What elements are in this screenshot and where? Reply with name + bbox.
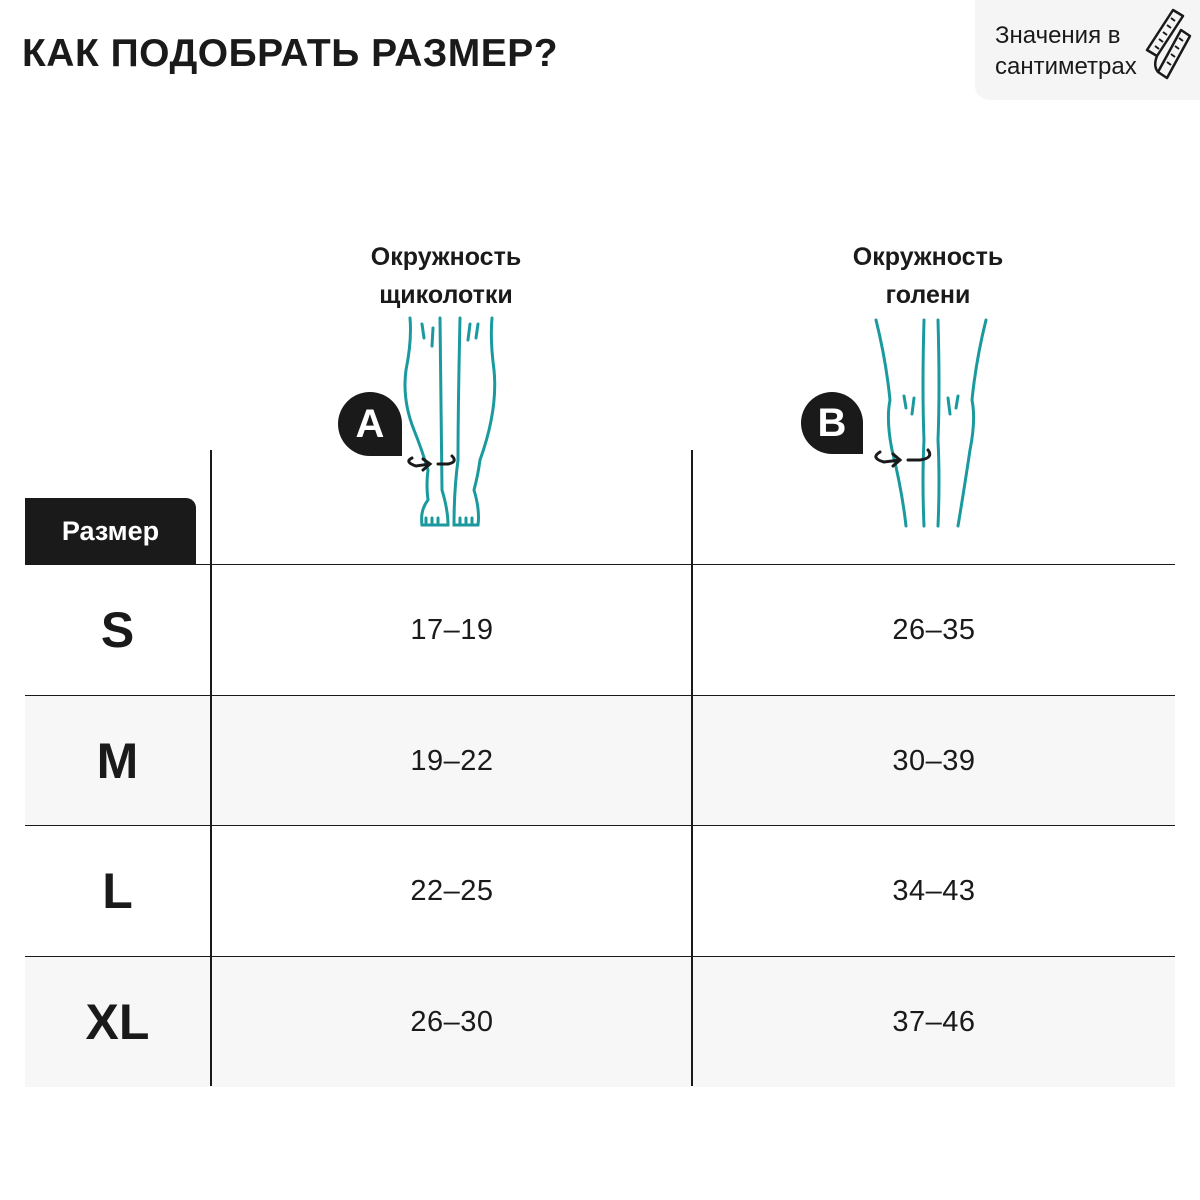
table-row: S 17–19 26–35: [25, 564, 1175, 695]
calf-value: 30–39: [892, 744, 976, 777]
column-header-calf: Окружность голени: [798, 238, 1058, 314]
table-row: L 22–25 34–43: [25, 825, 1175, 956]
size-column-header: Размер: [25, 498, 196, 564]
column-header-calf-line1: Окружность: [852, 243, 1004, 271]
table-row: M 19–22 30–39: [25, 695, 1175, 826]
ankle-value: 19–22: [410, 744, 494, 777]
calf-legs-illustration: [874, 318, 988, 528]
size-label: S: [100, 602, 135, 658]
column-header-ankle-line1: Окружность: [370, 243, 522, 271]
column-divider: [210, 450, 212, 1086]
measuring-tape-icon: [1145, 8, 1192, 80]
calf-value: 34–43: [892, 874, 976, 907]
calf-value: 26–35: [892, 613, 976, 646]
column-divider: [691, 450, 693, 1086]
units-note-text: Значения в сантиметрах: [995, 20, 1175, 82]
column-header-ankle: Окружность щиколотки: [316, 238, 576, 314]
page-title: КАК ПОДОБРАТЬ РАЗМЕР?: [22, 32, 559, 75]
size-label: XL: [85, 994, 150, 1050]
marker-b-badge: B: [801, 392, 863, 454]
column-header-ankle-line2: щиколотки: [379, 281, 513, 309]
ankle-value: 22–25: [410, 874, 494, 907]
ankle-value: 17–19: [410, 613, 494, 646]
calf-value: 37–46: [892, 1005, 976, 1038]
units-note-line1: Значения в: [995, 22, 1121, 49]
column-header-calf-line2: голени: [885, 281, 971, 309]
ankle-value: 26–30: [410, 1005, 494, 1038]
units-note: Значения в сантиметрах: [975, 0, 1200, 100]
ankle-legs-illustration: [403, 316, 497, 527]
table-row: XL 26–30 37–46: [25, 956, 1175, 1087]
size-label: L: [102, 863, 133, 919]
units-note-line2: сантиметрах: [995, 53, 1137, 80]
size-label: M: [96, 733, 139, 789]
marker-a-badge: A: [338, 392, 402, 456]
